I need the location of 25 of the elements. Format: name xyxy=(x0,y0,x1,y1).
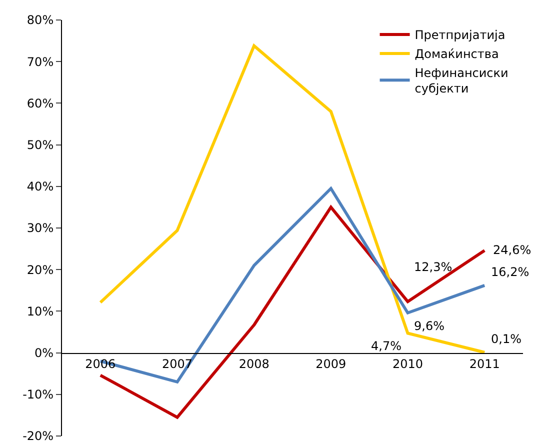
x-tick-label: 2006 xyxy=(85,357,116,372)
data-label: 4,7% xyxy=(371,339,402,353)
y-tick-label: 60% xyxy=(26,96,54,110)
x-tick-label: 2009 xyxy=(316,357,346,372)
y-tick-label: -10% xyxy=(22,388,54,402)
y-tick-label: 0% xyxy=(34,346,54,360)
y-tick-label: -20% xyxy=(22,429,54,444)
data-label: 24,6% xyxy=(493,243,532,257)
y-tick-label: 10% xyxy=(26,304,54,318)
x-tick-label: 2011 xyxy=(469,357,500,372)
legend-label: Домаќинства xyxy=(414,47,499,62)
y-tick-label: 50% xyxy=(26,138,54,152)
data-label: 9,6% xyxy=(414,319,444,333)
y-tick-label: 70% xyxy=(26,54,54,69)
data-label: 0,1% xyxy=(491,332,522,346)
x-tick-label: 2008 xyxy=(238,357,270,372)
data-label: 12,3% xyxy=(414,260,452,274)
y-tick-label: 20% xyxy=(26,262,54,277)
y-tick-label: 40% xyxy=(26,180,54,194)
y-tick-label: 30% xyxy=(26,221,54,236)
legend-label: Нефинансиски субјекти xyxy=(414,66,508,96)
y-tick-label: 80% xyxy=(26,13,54,28)
x-tick-label: 2010 xyxy=(392,357,424,372)
data-label: 16,2% xyxy=(491,265,530,279)
legend-label: Претпријатија xyxy=(414,28,506,42)
